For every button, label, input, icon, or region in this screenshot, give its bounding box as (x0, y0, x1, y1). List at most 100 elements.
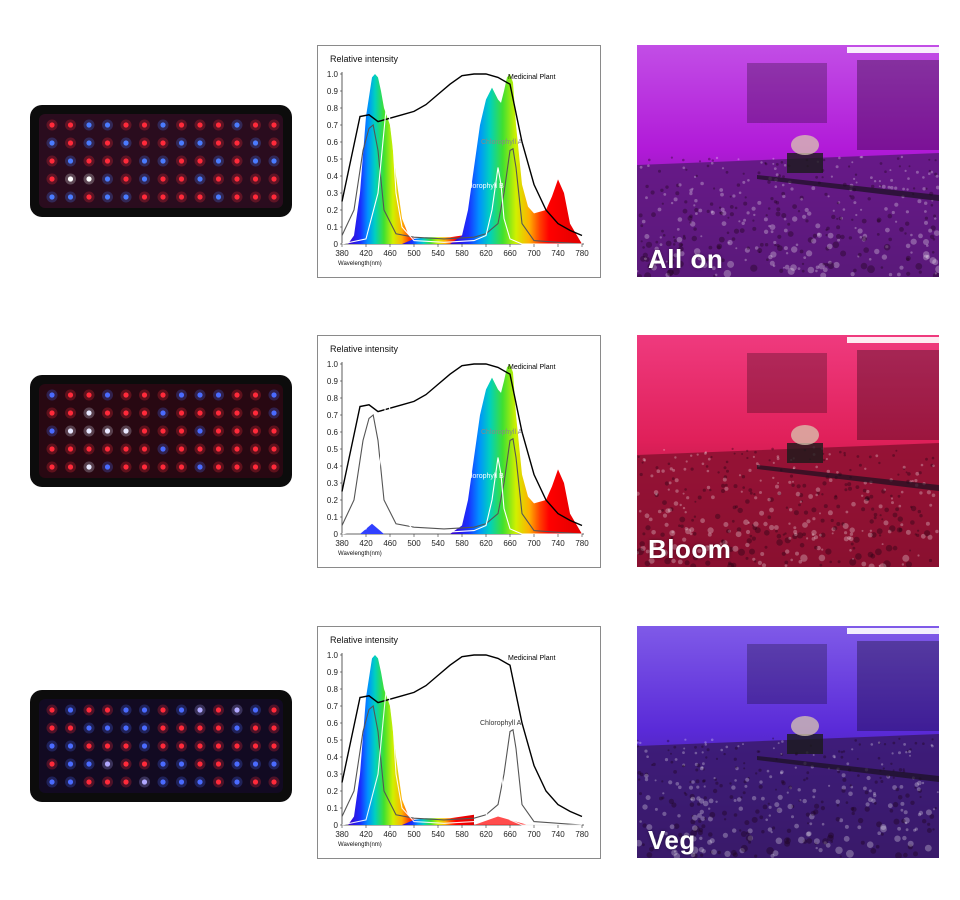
plant-leaf (799, 542, 805, 548)
y-tick-label: 0.3 (327, 770, 339, 779)
plant-leaf (683, 832, 690, 839)
plant-leaf (898, 768, 903, 772)
led-diode (67, 428, 74, 434)
plant-leaf (757, 248, 763, 253)
x-tick-label: 780 (575, 539, 589, 548)
plant-leaf (696, 796, 701, 801)
plant-leaf (777, 245, 783, 252)
plant-leaf (883, 243, 891, 251)
plant-leaf (917, 509, 921, 514)
led-diode (234, 410, 240, 416)
plant-leaf (719, 542, 723, 546)
plant-leaf (673, 823, 680, 829)
series-chlorophyll-b (341, 389, 582, 535)
plant-leaf (788, 785, 792, 790)
series-label: Chlorophyll A (480, 720, 522, 727)
led-diode (215, 707, 222, 713)
plant-leaf (719, 206, 722, 209)
plant-leaf (742, 743, 744, 746)
y-tick-label: 0.5 (327, 736, 339, 745)
plant-leaf (724, 486, 729, 491)
plant-leaf (789, 786, 792, 790)
led-diode (160, 176, 166, 182)
led-diode (67, 410, 74, 416)
plant-leaf (769, 775, 773, 779)
plant-leaf (646, 755, 649, 758)
plant-leaf (807, 266, 815, 274)
plant-leaf (722, 832, 728, 838)
led-diode (104, 707, 111, 713)
plant-leaf (875, 454, 879, 458)
plant-leaf (747, 179, 750, 182)
plant-leaf (665, 508, 671, 514)
led-diode (104, 176, 111, 182)
plant-leaf (852, 546, 856, 550)
plant-leaf (784, 264, 790, 270)
led-diode (178, 446, 185, 452)
plant-leaf (776, 539, 783, 546)
plant-leaf (836, 217, 839, 220)
plant-leaf (848, 236, 853, 240)
plant-leaf (733, 484, 738, 489)
led-diode (86, 779, 92, 785)
plant-leaf (690, 846, 699, 854)
plant-leaf (861, 218, 867, 224)
plant-leaf (739, 847, 745, 854)
plant-leaf (692, 554, 699, 561)
planter (787, 443, 823, 463)
plant-leaf (742, 180, 746, 184)
plant-leaf (935, 174, 939, 178)
plant-leaf (822, 262, 826, 266)
plant-leaf (698, 827, 704, 833)
plant-leaf (763, 217, 768, 222)
led-diode (141, 176, 148, 182)
led-diode (234, 392, 240, 398)
plant-leaf (694, 199, 698, 203)
plant-leaf (932, 828, 935, 831)
plant-leaf (792, 204, 797, 210)
plant-leaf (780, 770, 784, 774)
plant-leaf (754, 450, 757, 454)
plant-leaf (742, 486, 745, 489)
potted-plant (791, 716, 819, 736)
plant-leaf (899, 227, 904, 232)
plant-leaf (797, 532, 804, 539)
plant-leaf (663, 448, 666, 451)
plant-leaf (707, 816, 713, 822)
plant-leaf (704, 817, 707, 820)
plant-leaf (848, 536, 854, 542)
led-diode (104, 158, 111, 164)
plant-leaf (851, 806, 857, 812)
plant-leaf (751, 536, 756, 541)
plant-leaf (694, 253, 697, 256)
plant-leaf (932, 808, 936, 811)
plant-leaf (889, 809, 894, 813)
plant-leaf (725, 170, 729, 174)
plant-leaf (665, 260, 668, 263)
plant-leaf (785, 506, 789, 509)
plant-leaf (930, 744, 933, 747)
led-diode (86, 158, 92, 164)
plant-leaf (867, 551, 874, 558)
plant-leaf (719, 211, 722, 214)
plant-leaf (701, 766, 704, 769)
plant-leaf (878, 564, 881, 567)
plant-leaf (767, 497, 771, 502)
plant-leaf (745, 542, 750, 548)
plant-leaf (840, 750, 844, 754)
plant-leaf (884, 170, 887, 173)
wall-panel (857, 641, 939, 731)
plant-leaf (812, 754, 815, 756)
plant-leaf (929, 814, 935, 819)
plant-leaf (731, 237, 736, 241)
plant-leaf (682, 236, 686, 240)
plant-leaf (709, 811, 716, 818)
plant-leaf (707, 545, 710, 548)
plant-leaf (775, 211, 781, 217)
plant-leaf (729, 195, 732, 198)
plant-leaf (683, 467, 687, 471)
plant-leaf (826, 469, 830, 474)
plant-leaf (806, 537, 809, 540)
light-fixture (847, 337, 939, 343)
x-tick-label: 620 (479, 830, 493, 839)
